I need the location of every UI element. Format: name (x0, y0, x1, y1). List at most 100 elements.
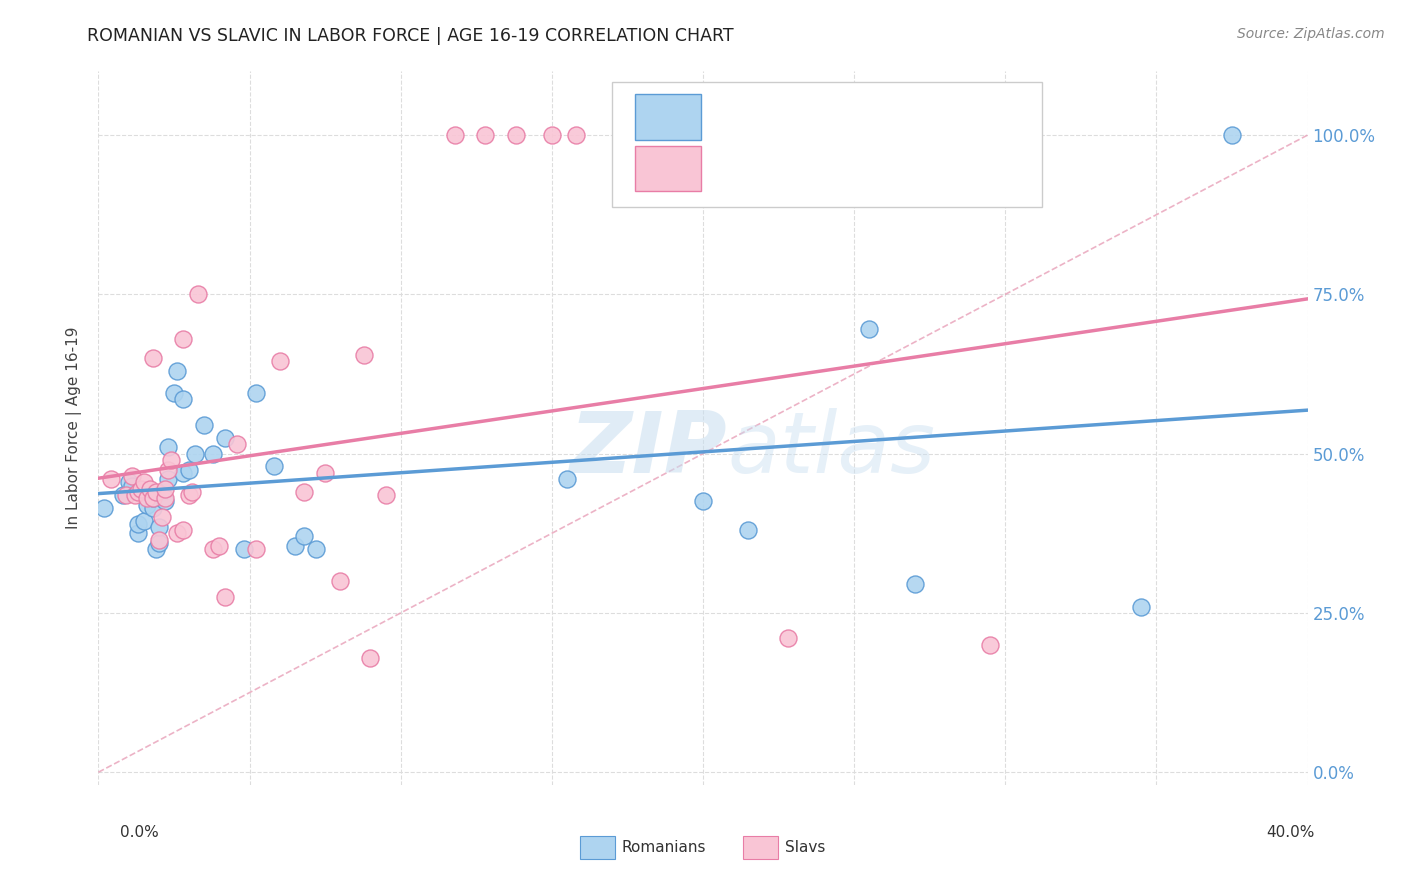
Point (150, 484, 173, 499)
Point (979, 638, 1001, 652)
Point (172, 392, 194, 407)
Point (156, 472, 179, 486)
Point (118, 475, 141, 490)
FancyBboxPatch shape (636, 145, 700, 191)
Point (163, 386, 186, 401)
Point (181, 484, 204, 499)
Text: R = 0.344: R = 0.344 (716, 108, 821, 128)
Point (245, 542, 267, 557)
Point (179, 462, 201, 476)
Point (148, 533, 170, 547)
Point (184, 447, 207, 461)
FancyBboxPatch shape (636, 95, 700, 140)
FancyBboxPatch shape (613, 82, 1042, 207)
Text: N = 39: N = 39 (903, 108, 976, 128)
Point (202, 542, 225, 557)
Point (1220, 128, 1243, 142)
Point (142, 500, 165, 515)
Point (329, 574, 352, 588)
Text: 40.0%: 40.0% (1267, 825, 1315, 840)
Text: Slavs: Slavs (785, 840, 825, 855)
Text: 0.0%: 0.0% (120, 825, 159, 840)
Point (374, 488, 396, 502)
Point (93, 500, 115, 515)
Point (127, 516, 149, 531)
Point (226, 437, 249, 451)
Point (314, 466, 336, 480)
Point (284, 539, 307, 553)
Point (124, 488, 146, 502)
Point (904, 577, 927, 591)
Point (263, 459, 285, 474)
Point (202, 447, 225, 461)
FancyBboxPatch shape (742, 837, 778, 859)
Point (692, 494, 714, 508)
Point (135, 498, 157, 512)
Text: atlas: atlas (727, 408, 935, 491)
Point (166, 526, 188, 541)
Point (179, 488, 201, 502)
Point (172, 523, 194, 537)
Point (214, 431, 236, 445)
Text: Source: ZipAtlas.com: Source: ZipAtlas.com (1237, 27, 1385, 41)
Point (145, 484, 167, 499)
Point (172, 466, 194, 480)
Point (153, 494, 176, 508)
Point (474, 128, 496, 142)
Point (269, 354, 291, 368)
Point (208, 539, 231, 553)
Point (132, 514, 155, 528)
Point (121, 469, 143, 483)
Point (160, 453, 183, 467)
Point (214, 590, 236, 604)
Point (153, 482, 176, 496)
Point (776, 632, 799, 646)
Point (132, 475, 155, 490)
Point (232, 542, 254, 557)
Text: Romanians: Romanians (621, 840, 706, 855)
Point (127, 526, 149, 541)
Point (142, 491, 165, 506)
Point (127, 484, 149, 499)
Point (193, 417, 215, 432)
Point (858, 322, 880, 336)
Point (114, 488, 136, 502)
Point (737, 523, 759, 537)
Point (292, 484, 315, 499)
Text: ROMANIAN VS SLAVIC IN LABOR FORCE | AGE 16-19 CORRELATION CHART: ROMANIAN VS SLAVIC IN LABOR FORCE | AGE … (87, 27, 734, 45)
Point (555, 472, 578, 486)
Point (305, 542, 328, 557)
Point (111, 488, 134, 502)
Point (565, 128, 588, 142)
Text: ZIP: ZIP (569, 408, 727, 491)
Point (135, 491, 157, 506)
Point (100, 472, 122, 486)
Point (153, 491, 176, 506)
Point (156, 440, 179, 454)
Point (172, 332, 194, 346)
Point (245, 386, 267, 401)
Point (148, 536, 170, 550)
Point (145, 542, 167, 557)
Point (187, 287, 209, 301)
Text: N = 43: N = 43 (903, 161, 976, 179)
Point (505, 128, 527, 142)
Point (353, 348, 375, 362)
Point (292, 529, 315, 543)
Point (139, 482, 162, 496)
Point (166, 364, 188, 378)
Point (148, 520, 170, 534)
Point (142, 491, 165, 506)
Point (540, 128, 562, 142)
Point (142, 351, 165, 365)
Y-axis label: In Labor Force | Age 16-19: In Labor Force | Age 16-19 (66, 326, 83, 530)
Point (156, 462, 179, 476)
Point (129, 482, 152, 496)
FancyBboxPatch shape (579, 837, 614, 859)
Point (150, 510, 173, 524)
Point (360, 650, 382, 665)
Point (444, 128, 467, 142)
Point (121, 478, 143, 492)
Text: R = 0.287: R = 0.287 (716, 161, 821, 179)
Point (1130, 599, 1153, 614)
